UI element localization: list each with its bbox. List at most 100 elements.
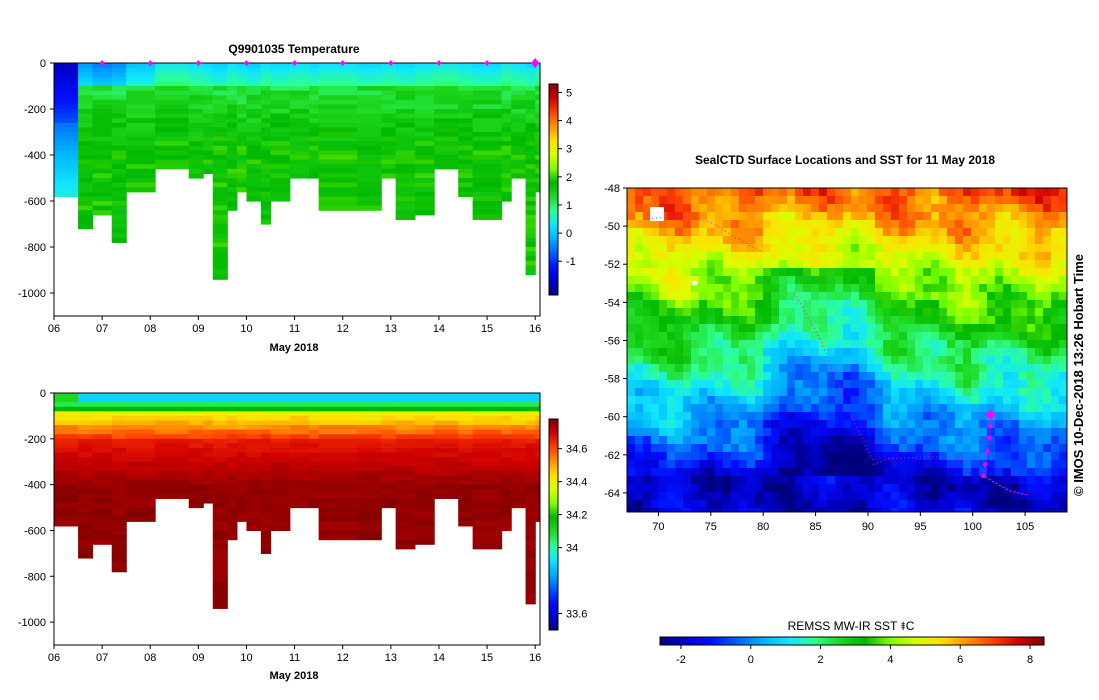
section-cell <box>111 420 127 426</box>
section-cell <box>260 201 272 207</box>
sst-cell <box>915 236 924 245</box>
section-cell <box>227 205 238 211</box>
section-cell <box>270 425 291 431</box>
section-cell <box>203 466 214 472</box>
section-cell <box>126 457 156 463</box>
section-cell <box>188 438 204 444</box>
sst-cell <box>755 420 764 429</box>
sst-cell <box>899 244 908 253</box>
profile-marker <box>388 60 394 66</box>
sst-cell <box>1019 292 1028 301</box>
section-cell <box>289 72 310 78</box>
sst-cell <box>723 260 732 269</box>
sst-cell <box>1051 460 1060 469</box>
sst-cell <box>803 476 812 485</box>
section-cell <box>92 443 113 449</box>
section-cell <box>126 76 156 82</box>
sst-cell <box>739 388 748 397</box>
section-cell <box>318 429 358 435</box>
section-cell <box>126 466 156 472</box>
section-cell <box>458 118 474 124</box>
section-cell <box>525 155 536 161</box>
section-cell <box>458 452 474 458</box>
section-cell <box>246 76 262 82</box>
sst-cell <box>819 308 828 317</box>
sst-cell <box>947 356 956 365</box>
section-cell <box>188 141 204 147</box>
sst-cell <box>843 444 852 453</box>
section-cell <box>414 187 435 193</box>
section-cell <box>260 159 272 165</box>
sst-cell <box>811 452 820 461</box>
sst-cell <box>875 428 884 437</box>
section-cell <box>458 164 474 170</box>
sst-cell <box>819 428 828 437</box>
section-cell <box>381 397 397 403</box>
sst-cell <box>1019 196 1028 205</box>
sst-cell <box>947 484 956 493</box>
sst-cell <box>715 244 724 253</box>
sst-cell <box>979 212 988 221</box>
section-cell <box>246 402 262 408</box>
section-cell <box>126 67 156 73</box>
sst-cell <box>987 500 996 509</box>
section-cell <box>227 81 238 87</box>
sst-cell <box>875 484 884 493</box>
section-cell <box>246 425 262 431</box>
section-cell <box>458 187 474 193</box>
sst-cell <box>643 252 652 261</box>
sst-cell <box>803 292 812 301</box>
section-cell <box>501 489 512 495</box>
section-cell <box>78 539 94 545</box>
sst-cell <box>1043 420 1052 429</box>
sst-cell <box>979 244 988 253</box>
sst-cell <box>635 460 644 469</box>
section-cell <box>212 141 228 147</box>
sst-cell <box>723 308 732 317</box>
section-cell <box>458 393 474 399</box>
sst-cell <box>907 364 916 373</box>
section-cell <box>525 429 536 435</box>
section-cell <box>525 402 536 408</box>
section-cell <box>414 525 435 532</box>
section-cell <box>212 265 228 271</box>
sst-cell <box>1027 436 1036 445</box>
sst-cell <box>707 428 716 437</box>
sst-cell <box>907 356 916 365</box>
sst-cell <box>827 468 836 477</box>
section-cell <box>246 438 262 444</box>
section-cell <box>525 145 536 151</box>
section-cell <box>260 512 272 518</box>
section-cell <box>318 196 358 202</box>
sst-cell <box>1043 436 1052 445</box>
section-cell <box>188 81 204 87</box>
section-cell <box>270 173 291 179</box>
sst-cell <box>1019 316 1028 325</box>
sst-cell <box>947 316 956 325</box>
sst-cell <box>867 356 876 365</box>
sst-cell <box>779 188 788 197</box>
sst-cell <box>843 436 852 445</box>
sst-cell <box>915 404 924 413</box>
section-cell <box>188 155 204 161</box>
sst-cell <box>923 252 932 261</box>
section-cell <box>260 173 272 179</box>
section-cell <box>381 81 397 87</box>
sst-cell <box>843 484 852 493</box>
sst-cell <box>915 476 924 485</box>
sst-cell <box>1003 340 1012 349</box>
sst-cell <box>675 348 684 357</box>
lon-tick-label: 95 <box>914 521 926 533</box>
sst-cell <box>771 340 780 349</box>
section-cell <box>203 104 214 110</box>
section-cell <box>92 438 113 444</box>
sst-cell <box>715 308 724 317</box>
section-cell <box>511 132 527 138</box>
section-cell <box>309 425 320 431</box>
sst-cell <box>947 436 956 445</box>
section-cell <box>212 484 228 490</box>
sst-cell <box>627 508 636 512</box>
sst-cell <box>907 492 916 501</box>
sst-cell <box>739 196 748 205</box>
section-cell <box>212 466 228 472</box>
